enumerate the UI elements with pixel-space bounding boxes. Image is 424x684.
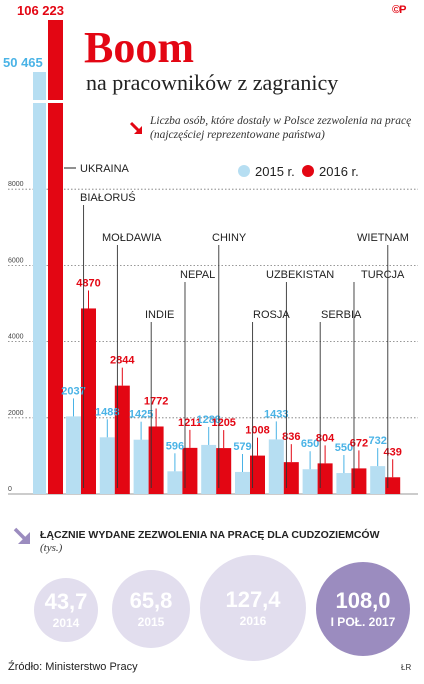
bar-2015 [268, 439, 284, 494]
category-label: CHINY [212, 232, 247, 244]
total-value: 127,4 [225, 587, 281, 612]
legend-dot-2015 [238, 165, 250, 177]
total-bubble-2014: 43,7 2014 [34, 578, 98, 642]
totals-unit: (tys.) [40, 542, 63, 554]
bar-2015 [99, 437, 115, 494]
bar-2015 [66, 416, 81, 494]
y-tick-label: 2000 [8, 410, 24, 417]
data-label-2015: 1488 [95, 406, 119, 418]
total-label: 2015 [137, 615, 165, 629]
legend-item-2015: 2015 r. [238, 164, 295, 179]
bar-2015 [370, 466, 386, 494]
bar-2015 [167, 471, 183, 494]
data-label-2015: 1288 [196, 414, 220, 426]
category-label: ROSJA [253, 309, 290, 321]
total-bubble-2015: 65,8 2015 [112, 570, 190, 648]
data-label-2016: 836 [282, 431, 300, 443]
data-label-2015: 1425 [129, 409, 153, 421]
totals-heading: ŁĄCZNIE WYDANE ZEZWOLENIA NA PRACĘ DLA C… [40, 529, 380, 541]
y-tick-label: 6000 [8, 257, 24, 264]
bar-2016 [182, 447, 198, 494]
data-label-2015: 50 465 [3, 55, 43, 70]
category-label: SERBIA [321, 309, 362, 321]
chart-subtitle: na pracowników z zagranicy [86, 70, 339, 95]
arrow-down-right-icon [13, 527, 30, 544]
legend-item-2016: 2016 r. [302, 164, 359, 179]
data-label-2016: 804 [316, 432, 335, 444]
bar-2016 [250, 455, 265, 494]
chart-description: Liczba osób, które dostały w Polsce zezw… [150, 115, 412, 141]
bar-2015 [235, 471, 250, 494]
arrow-down-right-icon [129, 121, 143, 135]
data-label-2016: 4870 [76, 277, 100, 289]
total-label: I POŁ. 2017 [330, 615, 396, 629]
source-note: Źródło: Ministerstwo Pracy [8, 661, 138, 673]
total-value: 108,0 [335, 588, 391, 613]
bar-2015 [302, 469, 318, 494]
total-value: 43,7 [44, 589, 88, 614]
total-bubble-2016: 127,4 2016 [200, 555, 306, 661]
category-label: UZBEKISTAN [266, 269, 334, 281]
bar-2015 [133, 439, 149, 494]
data-label-2016: 672 [350, 437, 368, 449]
bar-2016 [351, 468, 367, 494]
category-label: TURCJA [361, 269, 405, 281]
legend-label-2015: 2015 r. [255, 164, 295, 179]
data-label-2015: 650 [301, 438, 319, 450]
legend-dot-2016 [302, 165, 314, 177]
chart-title: Boom [84, 23, 194, 72]
category-label: NEPAL [180, 269, 215, 281]
total-bubble-2017-h1: 108,0 I POŁ. 2017 [316, 562, 410, 656]
axis-break-mark [30, 100, 66, 103]
data-label-2015: 1433 [264, 408, 288, 420]
y-tick-label: 0 [8, 486, 12, 493]
publisher-logo: ©P [392, 4, 406, 16]
data-label-2016: 1772 [144, 395, 168, 407]
bar-2016 [317, 463, 333, 494]
bar-2016 [114, 385, 130, 494]
data-label-2015: 2037 [61, 385, 85, 397]
y-tick-label: 4000 [8, 334, 24, 341]
total-label: 2016 [239, 614, 267, 628]
bar-2015 [336, 473, 352, 494]
bar-2016 [216, 448, 232, 494]
bar-2016 [81, 308, 96, 494]
y-tick-label: 8000 [8, 181, 24, 188]
data-label-2016: 1211 [178, 417, 202, 429]
bar-2016 [148, 426, 164, 494]
data-label-2016: 439 [384, 446, 402, 458]
data-label-2015: 579 [233, 441, 251, 453]
total-value: 65,8 [129, 588, 173, 613]
data-label-2016: 1008 [245, 425, 269, 437]
bar-2015 [201, 444, 217, 494]
legend-label-2016: 2016 r. [319, 164, 359, 179]
bar-2016 [385, 477, 401, 494]
data-label-2015: 732 [369, 435, 387, 447]
data-label-2016: 1205 [211, 417, 235, 429]
data-label-2015: 550 [335, 442, 353, 454]
data-label-2016: 2844 [110, 355, 135, 367]
data-label-2015: 596 [166, 440, 184, 452]
bar-2016-ukraina [48, 20, 63, 494]
data-label-2016: 106 223 [17, 3, 64, 18]
category-label: WIETNAM [357, 232, 409, 244]
category-label: INDIE [145, 309, 174, 321]
bar-chart: 0 2000 4000 6000 8000 50 465 106 223 UKRAINA 203… [3, 3, 418, 495]
category-label: MOŁDAWIA [102, 232, 162, 244]
category-label: UKRAINA [80, 163, 130, 175]
total-label: 2014 [52, 616, 80, 630]
bar-2015-ukraina [33, 72, 46, 494]
category-label: BIAŁORUŚ [80, 191, 136, 204]
bar-2016 [283, 462, 299, 494]
author-initials: ŁR [401, 663, 412, 672]
